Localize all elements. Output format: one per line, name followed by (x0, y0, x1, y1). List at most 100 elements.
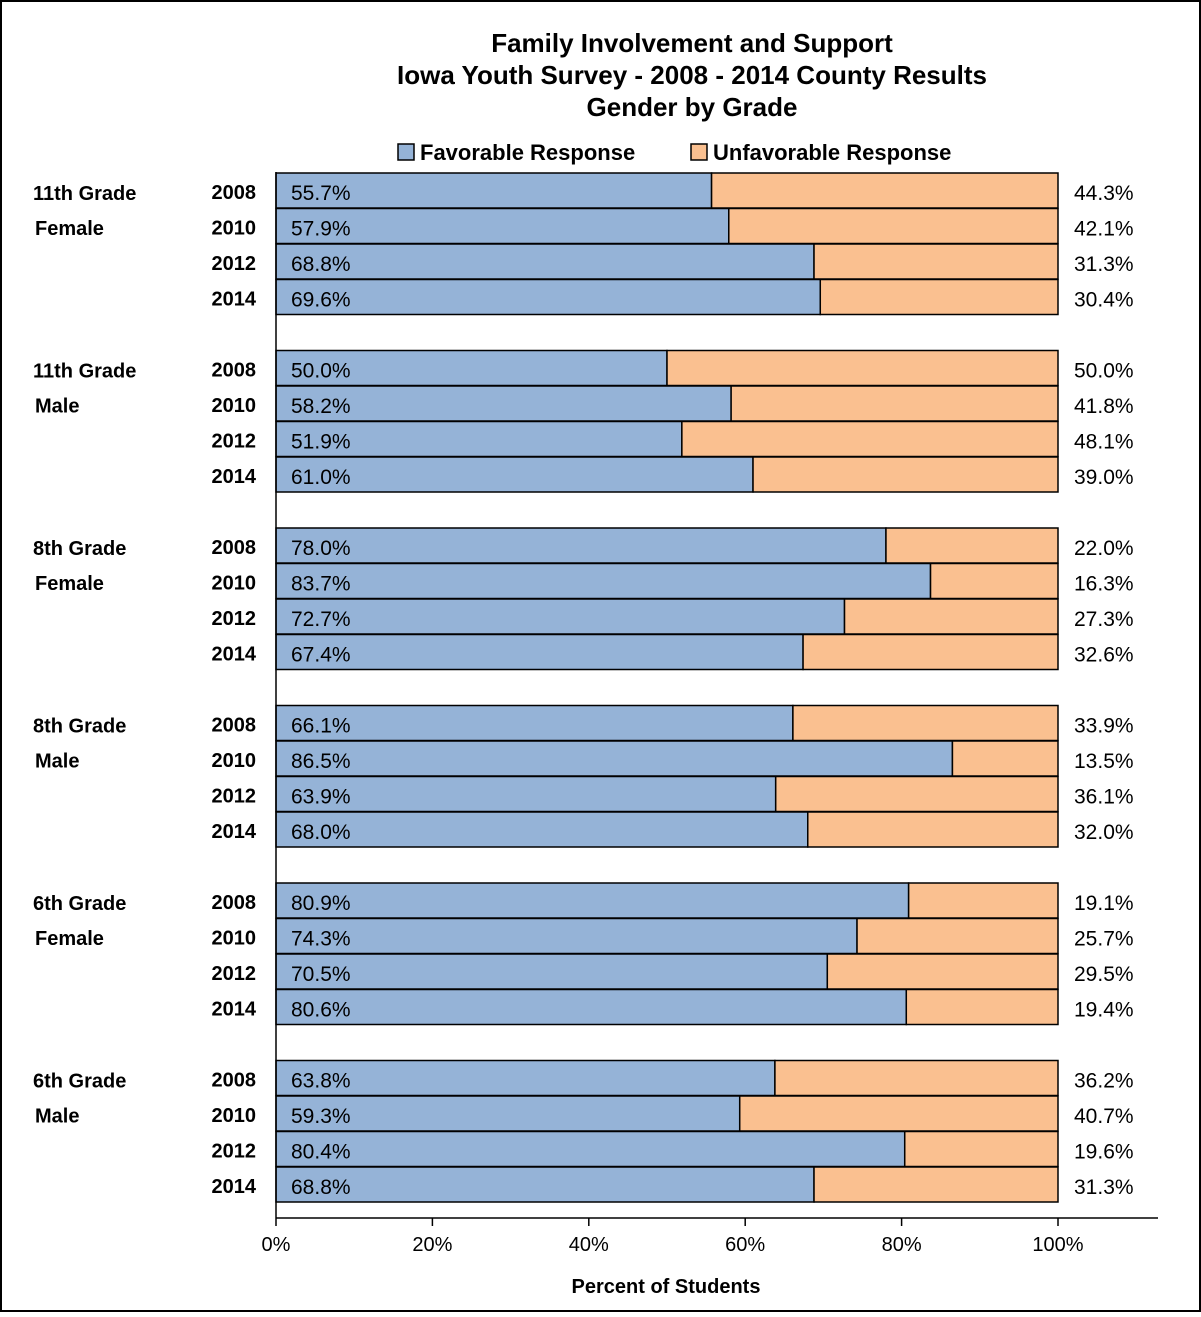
group-label-5-line-1: Male (35, 1106, 79, 1128)
unfavorable-value-label: 41.8% (1074, 395, 1134, 418)
group-3: 8th Grade Male 2008 66.1% 33.9% 2010 86.5% 13.5… (33, 704, 1134, 848)
bar-favorable (275, 1130, 906, 1168)
year-label: 2008 (212, 1070, 257, 1092)
group-4: 6th Grade Female 2008 80.9% 19.1% 2010 74.3% 25… (33, 882, 1134, 1026)
bar-row: 2014 68.8% 31.3% (212, 1166, 1134, 1203)
year-label: 2012 (212, 1141, 257, 1163)
unfavorable-value-label: 50.0% (1074, 360, 1134, 383)
group-2: 8th Grade Female 2008 78.0% 22.0% 2010 83.7% 16… (33, 527, 1134, 671)
favorable-value-label: 57.9% (291, 218, 351, 241)
bar-row: 2010 74.3% 25.7% (212, 917, 1134, 955)
group-label-1-line-1: Male (35, 396, 79, 418)
favorable-value-label: 59.3% (291, 1105, 351, 1128)
unfavorable-value-label: 22.0% (1074, 537, 1134, 560)
bar-unfavorable (929, 562, 1059, 600)
unfavorable-value-label: 31.3% (1074, 253, 1134, 276)
year-label: 2010 (212, 218, 257, 240)
favorable-value-label: 51.9% (291, 431, 351, 454)
unfavorable-value-label: 48.1% (1074, 431, 1134, 454)
group-5: 6th Grade Male 2008 63.8% 36.2% 2010 59.3% 40.7… (33, 1059, 1134, 1203)
bar-unfavorable (792, 704, 1059, 742)
bar-row: 2010 86.5% 13.5% (212, 740, 1134, 777)
unfavorable-value-label: 32.0% (1074, 821, 1134, 844)
group-label-1-line-0: 11th Grade (33, 361, 136, 383)
bar-row: 2010 83.7% 16.3% (212, 562, 1134, 600)
bar-favorable (275, 278, 822, 316)
bar-unfavorable (905, 988, 1059, 1026)
legend-swatch-favorable (397, 143, 415, 161)
year-label: 2014 (212, 289, 257, 311)
year-label: 2012 (212, 431, 257, 453)
bar-unfavorable (738, 1095, 1059, 1132)
favorable-value-label: 68.8% (291, 253, 351, 276)
favorable-value-label: 63.9% (291, 786, 351, 809)
bar-favorable (275, 1166, 815, 1203)
bar-row: 2008 55.7% 44.3% (212, 172, 1134, 209)
favorable-value-label: 61.0% (291, 466, 351, 489)
bar-favorable (275, 385, 732, 422)
title-line-3: Gender by Grade (587, 92, 798, 122)
bar-unfavorable (728, 207, 1059, 245)
bar-favorable (275, 917, 858, 955)
favorable-value-label: 78.0% (291, 537, 351, 560)
bar-favorable (275, 953, 829, 990)
bar-unfavorable (843, 598, 1059, 635)
year-label: 2008 (212, 360, 257, 382)
bar-unfavorable (752, 456, 1059, 493)
group-label-2-line-0: 8th Grade (33, 538, 126, 560)
year-label: 2014 (212, 1176, 257, 1198)
year-label: 2014 (212, 821, 257, 843)
bar-row: 2014 80.6% 19.4% (212, 988, 1134, 1026)
favorable-value-label: 55.7% (291, 182, 351, 205)
bar-row: 2012 63.9% 36.1% (212, 775, 1134, 813)
bar-row: 2014 67.4% 32.6% (212, 633, 1134, 671)
favorable-value-label: 86.5% (291, 750, 351, 773)
favorable-value-label: 50.0% (291, 360, 351, 383)
favorable-value-label: 68.0% (291, 821, 351, 844)
favorable-value-label: 80.6% (291, 999, 351, 1022)
bar-row: 2010 57.9% 42.1% (212, 207, 1134, 245)
bar-favorable (275, 988, 908, 1026)
year-label: 2012 (212, 786, 257, 808)
bar-row: 2010 59.3% 40.7% (212, 1095, 1134, 1132)
unfavorable-value-label: 39.0% (1074, 466, 1134, 489)
bar-unfavorable (813, 243, 1059, 280)
x-tick-label: 20% (412, 1234, 452, 1256)
x-tick-label: 40% (569, 1234, 609, 1256)
bar-favorable (275, 740, 954, 777)
favorable-value-label: 80.4% (291, 1141, 351, 1164)
unfavorable-value-label: 19.1% (1074, 892, 1134, 915)
bar-row: 2008 63.8% 36.2% (212, 1059, 1134, 1097)
year-label: 2012 (212, 963, 257, 985)
year-label: 2008 (212, 892, 257, 914)
chart-title: Family Involvement and Support Iowa Yout… (397, 28, 987, 122)
bar-unfavorable (826, 953, 1059, 990)
year-label: 2014 (212, 999, 257, 1021)
title-line-1: Family Involvement and Support (491, 28, 893, 58)
x-axis-title: Percent of Students (572, 1276, 761, 1298)
unfavorable-value-label: 42.1% (1074, 218, 1134, 241)
favorable-value-label: 80.9% (291, 892, 351, 915)
bar-favorable (275, 775, 777, 813)
group-label-4-line-0: 6th Grade (33, 893, 126, 915)
bar-unfavorable (819, 278, 1059, 316)
bar-unfavorable (710, 172, 1059, 209)
unfavorable-value-label: 29.5% (1074, 963, 1134, 986)
bar-row: 2014 68.0% 32.0% (212, 811, 1134, 848)
bar-unfavorable (856, 917, 1059, 955)
bar-favorable (275, 243, 815, 280)
bar-unfavorable (774, 1059, 1059, 1097)
unfavorable-value-label: 33.9% (1074, 715, 1134, 738)
bar-unfavorable (951, 740, 1059, 777)
group-label-2-line-1: Female (35, 573, 104, 595)
unfavorable-value-label: 19.4% (1074, 999, 1134, 1022)
group-label-0-line-0: 11th Grade (33, 183, 136, 205)
unfavorable-value-label: 36.2% (1074, 1070, 1134, 1093)
favorable-value-label: 68.8% (291, 1176, 351, 1199)
favorable-value-label: 69.6% (291, 289, 351, 312)
bar-unfavorable (907, 882, 1059, 919)
bar-row: 2012 68.8% 31.3% (212, 243, 1134, 280)
unfavorable-value-label: 16.3% (1074, 573, 1134, 596)
